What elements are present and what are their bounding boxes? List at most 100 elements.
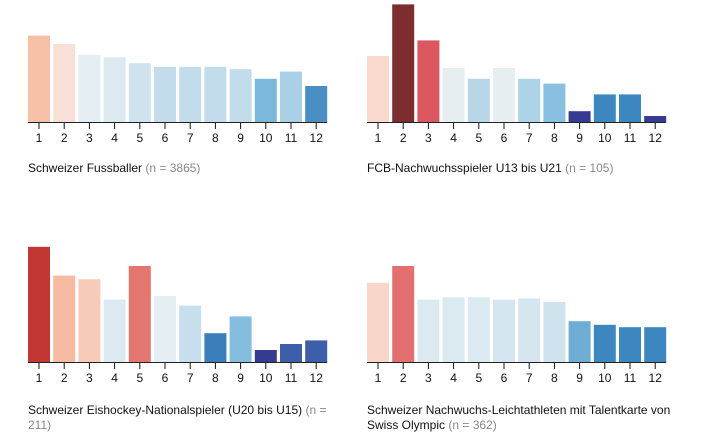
chart-svg-4: 1 2 3 4 5 6 7 8 9 10 11 12: [367, 266, 667, 385]
bar-11: [619, 94, 641, 122]
x-tick-label-12: 12: [649, 131, 663, 145]
chart-svg-1: 1 2 3 4 5 6 7 8 9 10 11 12: [28, 35, 328, 145]
bar-11: [619, 327, 641, 362]
x-tick-label-2: 2: [61, 371, 68, 385]
x-tick-label-10: 10: [259, 131, 273, 145]
x-tick-label-1: 1: [36, 371, 43, 385]
x-tick-label-5: 5: [136, 131, 143, 145]
x-tick-label-1: 1: [375, 131, 382, 145]
bar-4: [103, 57, 126, 123]
x-tick-label-2: 2: [61, 131, 68, 145]
x-tick-label-5: 5: [136, 371, 143, 385]
bar-11: [280, 344, 302, 362]
bar-5: [128, 266, 151, 362]
bar-3: [78, 279, 101, 362]
bar-5: [467, 78, 490, 122]
bar-9: [229, 69, 252, 122]
chart-svg-2: 1 2 3 4 5 6 7 8 9 10 11 12: [367, 4, 667, 145]
bar-12: [305, 86, 328, 122]
x-tick-label-3: 3: [86, 371, 93, 385]
x-tick-label-11: 11: [285, 131, 298, 145]
x-tick-label-11: 11: [624, 131, 637, 145]
x-tick-label-11: 11: [624, 371, 637, 385]
chart-n-label-2: (n = 105): [565, 161, 614, 175]
x-tick-label-6: 6: [162, 131, 169, 145]
bar-3: [417, 40, 440, 122]
chart-caption-1: Schweizer Fussballer (n = 3865): [28, 161, 328, 176]
bar-3: [417, 299, 440, 362]
x-tick-label-7: 7: [526, 131, 533, 145]
bar-3: [78, 54, 101, 122]
x-tick-label-8: 8: [212, 371, 219, 385]
bar-8: [543, 83, 566, 122]
bar-10: [254, 78, 277, 122]
x-tick-label-8: 8: [212, 131, 219, 145]
x-tick-label-12: 12: [310, 131, 324, 145]
x-tick-label-9: 9: [576, 371, 583, 385]
bar-2: [53, 275, 76, 362]
x-tick-label-8: 8: [551, 371, 558, 385]
chart-panel-1: 1 2 3 4 5 6 7 8 9 10 11 12 Schweizer Fussballer (n …: [28, 0, 333, 175]
bar-4: [442, 297, 465, 362]
bar-6: [154, 66, 176, 122]
bar-1: [28, 35, 50, 122]
x-tick-label-7: 7: [187, 371, 194, 385]
chart-n-label-4: (n = 362): [448, 418, 497, 432]
x-tick-label-8: 8: [551, 131, 558, 145]
x-tick-label-12: 12: [310, 371, 324, 385]
bar-9: [229, 316, 252, 362]
bar-8: [543, 302, 566, 362]
bar-2: [53, 44, 76, 122]
bar-5: [467, 297, 490, 362]
chart-n-label-1: (n = 3865): [145, 161, 201, 175]
bar-1: [28, 246, 50, 362]
x-tick-label-7: 7: [526, 371, 533, 385]
bar-10: [593, 94, 616, 122]
bar-9: [568, 321, 591, 362]
x-tick-label-9: 9: [237, 371, 244, 385]
bar-1: [367, 282, 389, 362]
chart-panel-4: 1 2 3 4 5 6 7 8 9 10 11 12 Schweizer Nachwuchs-Leic…: [367, 240, 701, 432]
x-tick-label-4: 4: [450, 371, 457, 385]
chart-title-2: FCB-Nachwuchsspieler U13 bis U21: [367, 161, 562, 175]
bar-8: [204, 66, 227, 122]
x-tick-label-3: 3: [425, 131, 432, 145]
bar-4: [442, 68, 465, 122]
bar-6: [493, 68, 515, 122]
x-tick-label-9: 9: [237, 131, 244, 145]
bar-8: [204, 333, 227, 362]
x-tick-label-3: 3: [86, 131, 93, 145]
bar-6: [154, 296, 176, 362]
x-tick-label-3: 3: [425, 371, 432, 385]
x-tick-label-9: 9: [576, 131, 583, 145]
x-tick-label-1: 1: [36, 131, 43, 145]
bar-1: [367, 56, 389, 122]
x-tick-label-4: 4: [111, 371, 118, 385]
bar-12: [305, 340, 328, 362]
x-tick-label-1: 1: [375, 371, 382, 385]
chart-title-4: Schweizer Nachwuchs-Leichtathleten mit T…: [367, 403, 671, 432]
x-tick-label-7: 7: [187, 131, 194, 145]
bar-4: [103, 299, 126, 362]
x-tick-label-12: 12: [649, 371, 663, 385]
chart-panel-2: 1 2 3 4 5 6 7 8 9 10 11 12 FCB-Nachwuchsspieler U13…: [367, 0, 672, 175]
x-tick-label-6: 6: [162, 371, 169, 385]
x-tick-label-5: 5: [475, 131, 482, 145]
bar-7: [179, 66, 202, 122]
chart-title-3: Schweizer Eishockey-Nationalspieler (U20…: [28, 403, 303, 417]
bar-2: [392, 266, 415, 362]
x-tick-label-10: 10: [598, 131, 612, 145]
x-tick-label-2: 2: [400, 131, 407, 145]
chart-caption-3: Schweizer Eishockey-Nationalspieler (U20…: [28, 403, 333, 433]
x-tick-label-2: 2: [400, 371, 407, 385]
bar-10: [593, 324, 616, 362]
bar-12: [644, 327, 667, 362]
x-tick-label-10: 10: [598, 371, 612, 385]
bar-7: [518, 78, 541, 122]
x-tick-label-6: 6: [501, 371, 508, 385]
x-tick-label-4: 4: [111, 131, 118, 145]
bar-7: [179, 305, 202, 362]
bar-7: [518, 298, 541, 362]
bar-10: [254, 350, 277, 362]
x-tick-label-10: 10: [259, 371, 273, 385]
